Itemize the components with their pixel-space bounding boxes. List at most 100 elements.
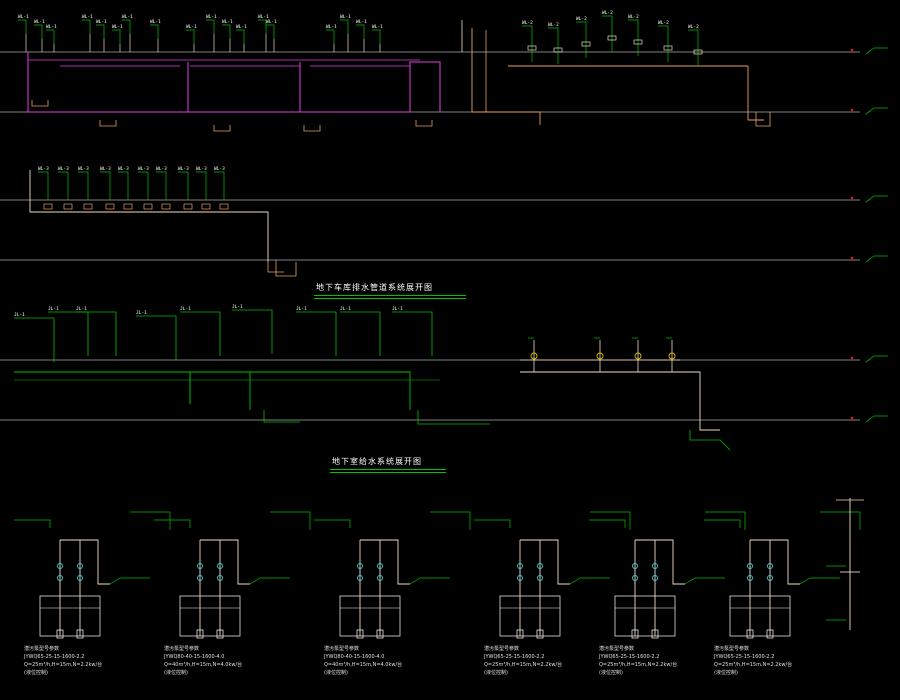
gate-valve-symbol — [537, 575, 543, 581]
fitting-box — [201, 203, 211, 210]
leader-line — [474, 519, 511, 528]
leader-line — [263, 410, 300, 423]
riser-label: WL-1 — [340, 14, 351, 20]
sump-pit — [99, 120, 117, 127]
leader-line — [156, 171, 167, 200]
leader-line — [548, 27, 559, 64]
gate-valve-symbol — [357, 575, 363, 581]
leader-line — [222, 24, 231, 39]
drain-pipe-run — [27, 52, 189, 113]
riser-label: JL-1 — [14, 312, 25, 318]
riser-label: JL-1 — [180, 306, 191, 312]
gate-valve-symbol — [377, 575, 383, 581]
gate-valve-symbol — [517, 575, 523, 581]
fitting-box — [693, 49, 703, 55]
check-valve-symbol — [357, 563, 363, 569]
pump-title-text: 潜污泵型号参数 — [24, 645, 59, 652]
pump-model-text: JYWQ65-25-15-1600-2.2 — [23, 654, 84, 660]
leader-line — [296, 311, 337, 356]
check-valve-symbol — [652, 563, 658, 569]
fitting-box — [553, 47, 563, 53]
elevation-leader-tip — [865, 418, 871, 423]
red-elevation-marker — [850, 417, 854, 420]
riser-label: WL-2 — [658, 20, 669, 26]
leader-line — [340, 19, 349, 34]
leader-line — [46, 29, 55, 44]
fitting-box — [161, 203, 171, 210]
riser-label: WL-3 — [38, 166, 49, 172]
fitting-box — [219, 203, 229, 210]
leader-line — [186, 29, 195, 44]
pump-body — [651, 629, 659, 639]
leader-line — [689, 430, 731, 451]
gate-valve-symbol — [77, 575, 83, 581]
pump-spec-text: Q=25m³/h,H=15m,N=2.2kw/台 — [599, 661, 677, 668]
riser-label: WL-2 — [576, 16, 587, 22]
leader-line — [154, 519, 191, 528]
sump-tank — [339, 595, 401, 637]
pump-body — [536, 629, 544, 639]
pump-title-text: 潜污泵型号参数 — [164, 645, 199, 652]
leader-line — [118, 171, 129, 200]
sump-tank — [179, 595, 241, 637]
riser-label: WL-1 — [236, 24, 247, 30]
leader-line — [628, 19, 639, 56]
leader-line — [214, 171, 225, 200]
pump-control-text: (液位控制) — [714, 669, 738, 676]
leader-line — [76, 311, 117, 356]
pump-model-text: JYWQ65-25-15-1600-2.2 — [598, 654, 659, 660]
check-valve-symbol — [77, 563, 83, 569]
riser-label: JL-1 — [232, 304, 243, 310]
gate-valve-symbol — [634, 352, 642, 360]
fitting-box — [527, 45, 537, 51]
fitting-box — [663, 45, 673, 51]
drain-pipe-run — [250, 371, 411, 410]
leader-line — [109, 577, 150, 585]
discharge-pipe — [750, 539, 800, 585]
fitting-box — [43, 203, 53, 210]
discharge-pipe — [200, 539, 250, 585]
leader-line — [96, 24, 105, 39]
water-supply-title-underline-2 — [330, 472, 446, 473]
drain-pipe-run — [29, 170, 269, 262]
pump-spec-text: Q=40m³/h,H=15m,N=4.0kw/台 — [324, 661, 402, 668]
leader-line — [122, 19, 131, 34]
pump-control-text: (液位控制) — [484, 669, 508, 676]
leader-line — [58, 171, 69, 200]
gate-valve-symbol — [767, 575, 773, 581]
leader-line — [236, 29, 245, 44]
leader-line — [232, 309, 273, 354]
leader-line — [589, 519, 626, 528]
drainage-system-title: 地下车库排水管道系统展开图 — [316, 283, 433, 292]
elevation-leader — [865, 107, 888, 115]
riser-label: WL-3 — [178, 166, 189, 172]
red-elevation-marker — [850, 197, 854, 200]
elevation-leader-tip — [865, 110, 871, 115]
pump-body — [56, 629, 64, 639]
fitting-box — [105, 203, 115, 210]
riser-label: WL-1 — [96, 19, 107, 25]
drainage-title-underline — [314, 295, 466, 296]
check-valve-symbol — [377, 563, 383, 569]
pump-control-text: (液位控制) — [24, 669, 48, 676]
leader-line — [206, 19, 215, 34]
pump-body — [376, 629, 384, 639]
sump-pit — [213, 125, 231, 132]
discharge-pipe — [360, 539, 410, 585]
leader-line — [602, 15, 613, 52]
leader-line — [820, 511, 861, 530]
gate-valve-symbol — [57, 575, 63, 581]
pump-body — [196, 629, 204, 639]
discharge-pipe — [520, 539, 570, 585]
pump-body — [766, 629, 774, 639]
riser-label: WL-1 — [206, 14, 217, 20]
leader-line — [314, 519, 351, 528]
fitting-box — [123, 203, 133, 210]
red-elevation-marker — [850, 357, 854, 360]
riser-label: WL-3 — [118, 166, 129, 172]
leader-line — [138, 171, 149, 200]
riser-label: WL-1 — [18, 14, 29, 20]
riser-label: WL-2 — [628, 14, 639, 20]
gate-valve-symbol — [197, 575, 203, 581]
